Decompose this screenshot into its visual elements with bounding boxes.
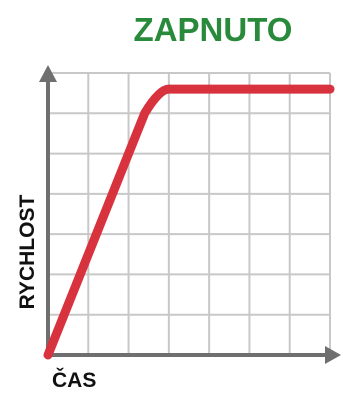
- y-axis-arrow-icon: [39, 65, 57, 82]
- grid: [48, 72, 331, 355]
- x-axis-label: ČAS: [52, 369, 97, 392]
- x-axis-arrow-icon: [325, 346, 341, 364]
- speed-curve: [43, 84, 335, 360]
- axes: [39, 65, 341, 364]
- chart-title: ZAPNUTO: [133, 11, 293, 48]
